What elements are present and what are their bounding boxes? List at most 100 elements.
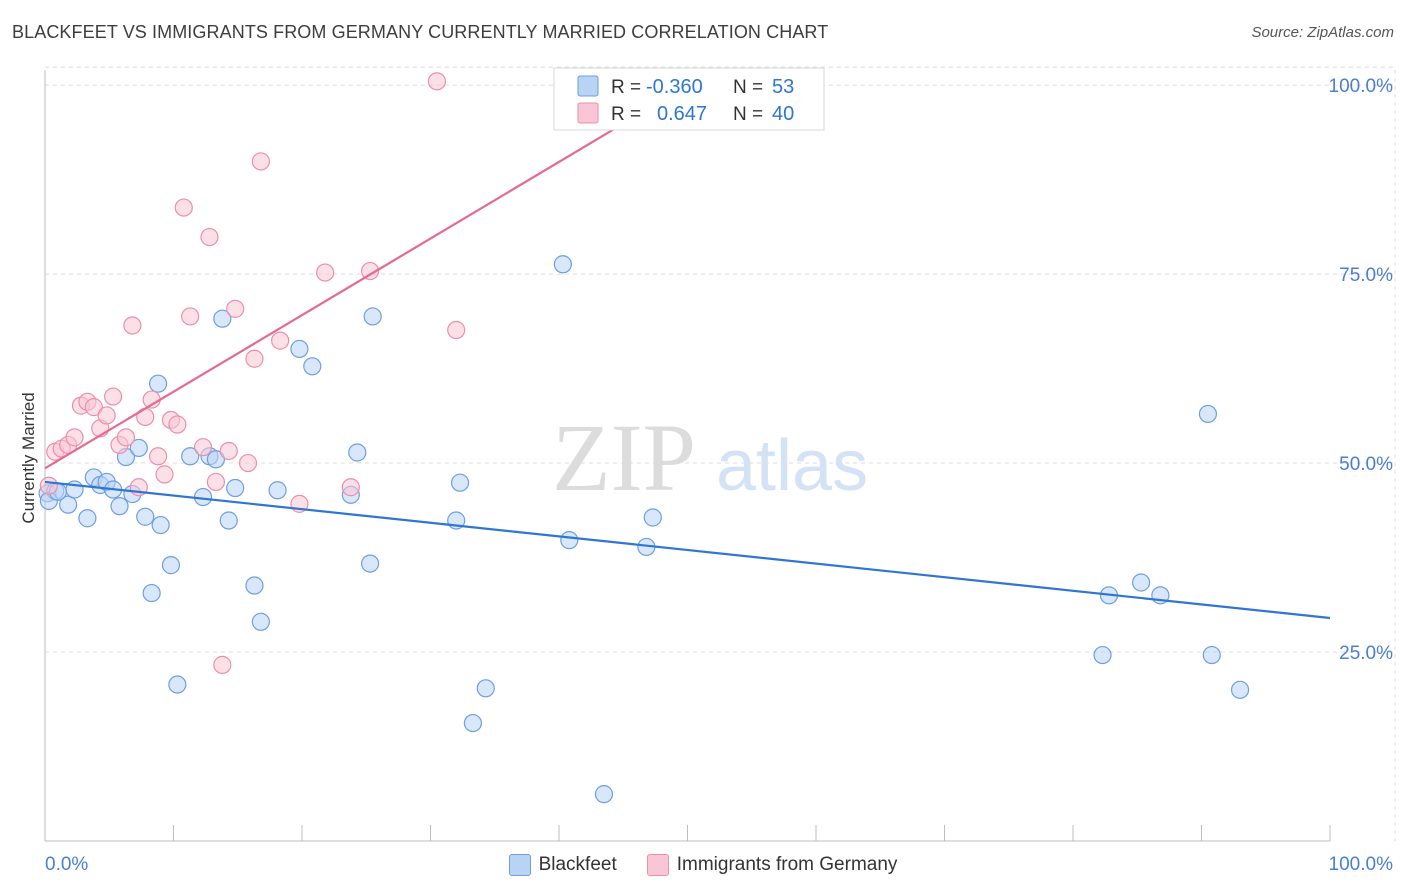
y-tick-label: 25.0% <box>1339 643 1393 664</box>
blackfeet-point <box>136 507 155 526</box>
blackfeet-point <box>168 675 187 694</box>
blackfeet-point <box>463 713 483 733</box>
legend-r-value-2: 0.647 <box>657 103 707 125</box>
blackfeet-point <box>245 576 264 595</box>
x-tick-label: 0.0% <box>45 854 88 875</box>
legend-n-value-1: 53 <box>772 76 794 98</box>
blackfeet-point <box>361 554 380 573</box>
legend-swatch-germany <box>577 102 599 124</box>
germany-point <box>200 227 219 247</box>
germany-point <box>447 320 466 340</box>
blackfeet-point <box>643 508 662 527</box>
blackfeet-point <box>594 785 614 804</box>
germany-point <box>341 478 360 497</box>
chart-source: Source: ZipAtlas.com <box>1251 24 1394 41</box>
germany-point <box>238 453 258 473</box>
legend-n-value-2: 40 <box>772 103 794 125</box>
germany-point <box>219 441 238 461</box>
germany-point <box>213 655 232 674</box>
germany-point <box>251 152 270 171</box>
legend-item-germany: Immigrants from Germany <box>646 854 898 876</box>
blackfeet-point <box>213 309 232 328</box>
blackfeet-point <box>251 612 270 631</box>
y-tick-label: 50.0% <box>1339 454 1393 475</box>
legend-box <box>553 67 825 131</box>
legend-label-blackfeet: Blackfeet <box>538 854 617 875</box>
blackfeet-point <box>161 556 181 575</box>
germany-point <box>148 447 168 466</box>
blackfeet-trend-line <box>44 480 1331 620</box>
legend-r-value-1: -0.360 <box>646 76 703 98</box>
germany-point <box>226 299 245 318</box>
trend-lines <box>44 69 1331 620</box>
watermark-atlas: atlas <box>716 426 868 506</box>
germany-trend-line <box>44 69 714 470</box>
blackfeet-point <box>1230 680 1250 699</box>
blackfeet-point <box>476 679 495 698</box>
germany-point <box>39 476 58 495</box>
germany-point <box>168 415 187 434</box>
axes <box>44 70 1331 842</box>
legend-n-label-2: N = <box>733 104 763 125</box>
legend-swatch-blackfeet <box>577 75 599 97</box>
legend-r-label-2: R = <box>611 104 641 125</box>
blackfeet-point <box>290 339 309 359</box>
y-tick-labels: 25.0% 50.0% 75.0% 100.0% <box>1329 76 1394 664</box>
data-points <box>38 72 1250 804</box>
legend-label-germany: Immigrants from Germany <box>676 854 898 875</box>
germany-point <box>206 472 226 492</box>
blackfeet-point <box>268 481 287 500</box>
y-tick-label: 75.0% <box>1339 265 1393 286</box>
germany-point <box>155 465 174 484</box>
blackfeet-point <box>142 583 161 603</box>
germany-point <box>181 307 200 326</box>
y-tick-label: 100.0% <box>1329 76 1394 97</box>
blackfeet-point <box>148 374 168 393</box>
legend-r-label-1: R = <box>611 77 641 98</box>
germany-point <box>361 261 380 281</box>
blackfeet-point <box>553 255 572 274</box>
blackfeet-point <box>110 497 129 516</box>
legend-item-blackfeet: Blackfeet <box>508 854 617 876</box>
blackfeet-point <box>78 509 97 528</box>
blackfeet-point <box>59 495 78 514</box>
legend-n-label-1: N = <box>733 77 763 98</box>
germany-point <box>104 387 123 406</box>
blackfeet-point <box>363 307 382 326</box>
blackfeet-point <box>303 357 322 376</box>
blackfeet-point <box>206 450 226 469</box>
x-tick-label: 100.0% <box>1329 854 1394 875</box>
blackfeet-point <box>450 473 470 492</box>
germany-point <box>193 438 213 457</box>
blackfeet-point <box>1202 645 1221 665</box>
correlation-legend: R = -0.360 N = 53 R = 0.647 N = 40 <box>553 67 825 131</box>
legend-swatch-blackfeet-bottom <box>508 854 531 876</box>
blackfeet-point <box>560 531 579 550</box>
germany-point <box>271 331 290 350</box>
germany-point <box>116 428 136 447</box>
blackfeet-point <box>1132 573 1151 592</box>
watermark-zip: ZIP <box>552 404 696 511</box>
blackfeet-point <box>226 478 245 498</box>
germany-point <box>316 263 335 282</box>
germany-point <box>65 428 84 447</box>
blackfeet-point <box>348 443 367 462</box>
blackfeet-point <box>219 511 238 530</box>
x-tick-labels: 0.0% 100.0% <box>45 854 1393 875</box>
germany-point <box>427 72 447 91</box>
watermark: ZIP atlas <box>552 404 868 511</box>
blackfeet-point <box>129 438 148 458</box>
chart-title: BLACKFEET VS IMMIGRANTS FROM GERMANY CUR… <box>12 22 829 42</box>
germany-point <box>97 406 116 425</box>
germany-point <box>245 349 264 368</box>
blackfeet-point <box>1093 645 1112 665</box>
y-axis-label: Currently Married <box>19 392 38 523</box>
blackfeet-point <box>151 515 170 535</box>
germany-point <box>84 398 103 417</box>
series-legend: Blackfeet Immigrants from Germany <box>0 851 1406 879</box>
blackfeet-point <box>1198 404 1218 424</box>
germany-point <box>174 198 193 217</box>
germany-point <box>123 316 142 335</box>
legend-swatch-germany-bottom <box>646 854 669 876</box>
